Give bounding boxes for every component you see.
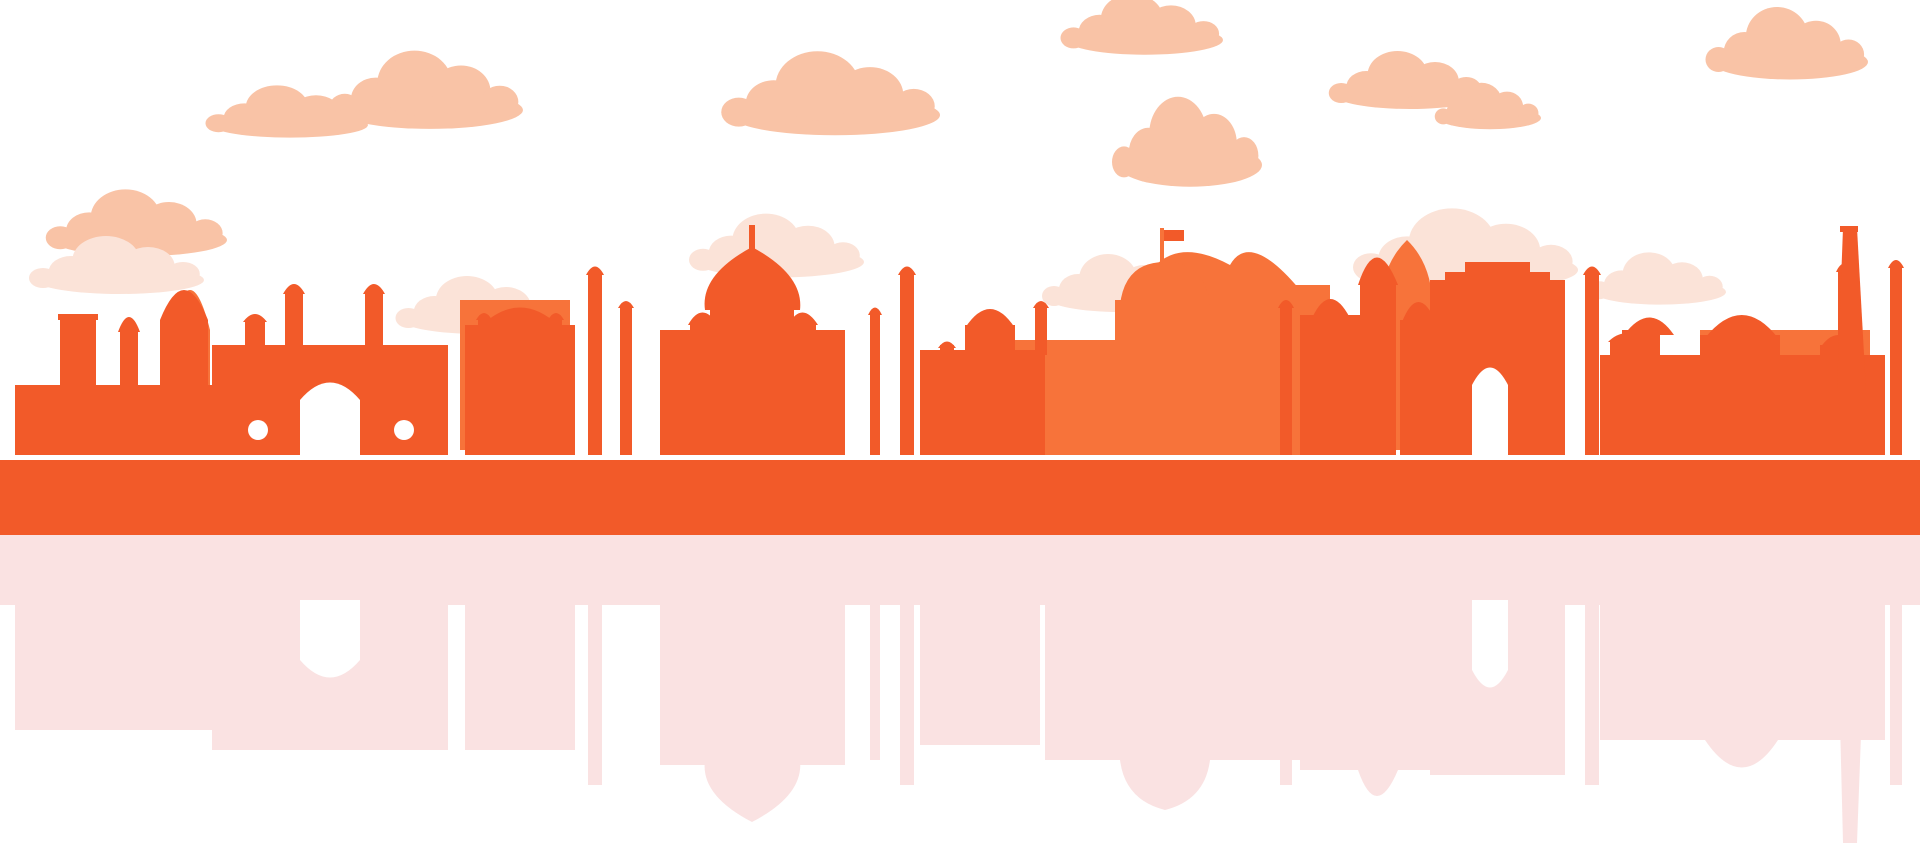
cloud-icon [721, 51, 940, 136]
india-gate-silhouette [1430, 262, 1601, 455]
cloud-icon [1705, 7, 1868, 80]
qutub-minar-silhouette [1837, 226, 1904, 455]
fort-silhouette [1600, 263, 1885, 455]
mosque-silhouette [920, 301, 1049, 455]
cloud-icon [1588, 252, 1726, 305]
cloud-icon [1112, 96, 1262, 187]
skyline-silhouette [0, 225, 1920, 535]
charminar-silhouette [465, 266, 634, 455]
cloud-icon [1060, 0, 1223, 55]
taj-mahal-silhouette [660, 225, 916, 455]
gateway-of-india-silhouette [15, 284, 448, 455]
skyline-reflection [0, 535, 1920, 843]
cloud-icon [45, 189, 227, 257]
cloud-icon [205, 85, 368, 138]
ground-bar [0, 460, 1920, 535]
temple-silhouette [1278, 257, 1440, 455]
clouds [45, 0, 1868, 257]
